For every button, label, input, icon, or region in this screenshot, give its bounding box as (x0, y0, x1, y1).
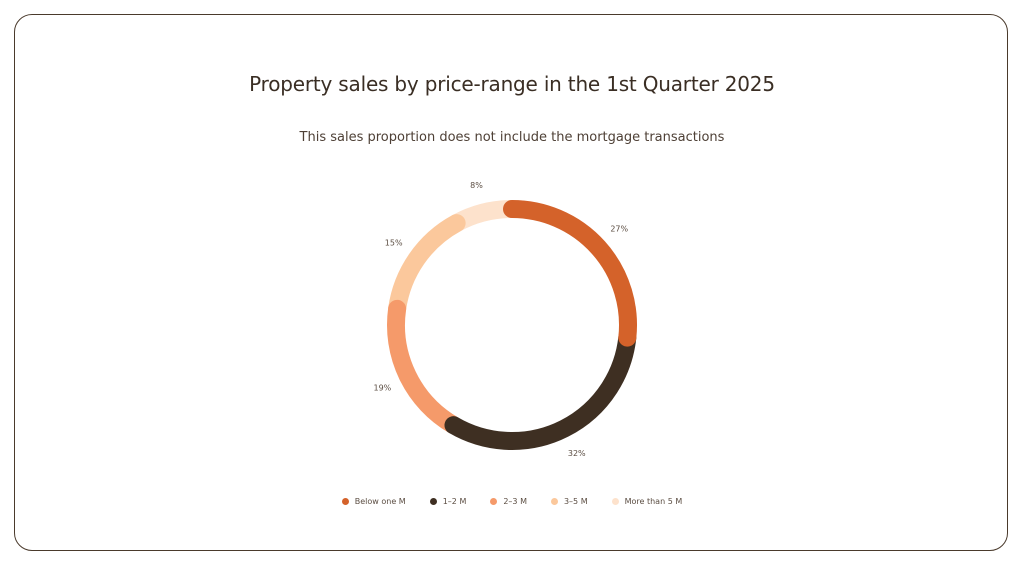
legend-label: 2–3 M (503, 497, 527, 506)
legend-item-1-2-m: 1–2 M (429, 497, 467, 506)
legend-swatch (341, 498, 349, 505)
legend-swatch (429, 498, 437, 505)
legend-item-3-5-m: 3–5 M (550, 497, 588, 506)
legend-item-more-than-5-m: More than 5 M (611, 497, 683, 506)
chart-legend: Below one M 1–2 M 2–3 M 3–5 M More than 5 M (0, 497, 1024, 506)
legend-item-2-3-m: 2–3 M (490, 497, 527, 506)
chart-card (14, 14, 1008, 551)
slice-label-1-2-m: 32% (568, 449, 586, 458)
donut-slice-below-one-m (503, 200, 637, 347)
chart-subtitle: This sales proportion does not include t… (299, 130, 725, 145)
chart-title: Property sales by price-range in the 1st… (249, 72, 775, 96)
legend-label: Below one M (354, 497, 406, 506)
slice-label-2-3-m: 19% (374, 383, 392, 392)
legend-swatch (490, 498, 498, 505)
donut-slice-3-5-m (388, 214, 466, 318)
donut-slice-1-2-m (444, 328, 637, 450)
slice-label-below-one-m: 27% (610, 224, 628, 233)
slice-label-3-5-m: 15% (385, 238, 403, 247)
legend-swatch (550, 498, 558, 505)
legend-item-below-one-m: Below one M (341, 497, 406, 506)
legend-label: More than 5 M (624, 497, 683, 506)
legend-label: 3–5 M (563, 497, 588, 506)
legend-label: 1–2 M (442, 497, 467, 506)
slice-label-more-than-5-m: 8% (470, 181, 483, 190)
legend-swatch (611, 498, 619, 505)
donut-slice-2-3-m (387, 299, 463, 435)
